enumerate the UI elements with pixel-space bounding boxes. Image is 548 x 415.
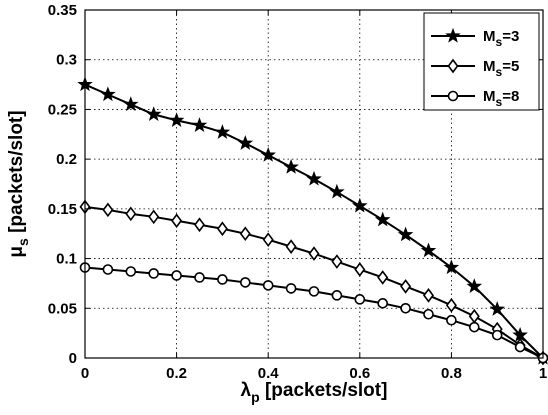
legend-marker	[447, 58, 459, 74]
data-point-ms-3	[191, 117, 208, 132]
y-tick-labels: 0 0.05 0.1 0.15 0.2 0.25 0.3 0.35	[48, 2, 77, 367]
data-point-ms-8	[240, 277, 251, 288]
data-point-ms-5	[400, 279, 412, 294]
y-tick-label: 0	[69, 350, 77, 367]
legend-box	[423, 12, 540, 111]
data-point-ms-5	[377, 270, 389, 285]
y-tick-label: 0.05	[48, 300, 77, 317]
legend-entry-ms-8: Ms=8	[431, 88, 519, 109]
data-point-ms-3	[306, 170, 322, 186]
data-point-ms-3	[329, 183, 345, 199]
data-point-ms-3	[397, 226, 414, 242]
data-point-ms-3	[100, 86, 116, 102]
data-point-ms-5	[423, 288, 434, 303]
data-point-ms-8	[148, 268, 159, 279]
x-tick-label: 0.6	[349, 365, 370, 382]
legend-marker	[447, 90, 459, 102]
data-point-ms-5	[262, 232, 274, 248]
data-point-ms-5	[308, 246, 320, 261]
data-point-ms-5	[148, 209, 160, 225]
data-point-ms-3	[420, 242, 437, 258]
data-point-ms-3	[214, 124, 231, 139]
x-tick-label: 0.4	[258, 365, 280, 382]
data-point-ms-8	[468, 321, 480, 333]
x-tick-label: 1	[539, 365, 547, 382]
data-point-ms-8	[102, 264, 114, 275]
series-ms-5	[79, 199, 548, 366]
x-tick-label: 0.2	[166, 365, 187, 382]
series-ms-8	[79, 262, 548, 364]
data-point-ms-3	[283, 158, 299, 174]
data-point-ms-5	[354, 262, 366, 277]
legend-label: Ms=8	[483, 88, 519, 109]
data-point-ms-5	[239, 226, 251, 242]
y-tick-label: 0.1	[56, 251, 77, 268]
data-point-ms-5	[171, 213, 183, 229]
y-tick-label: 0.35	[48, 2, 77, 19]
data-point-ms-3	[374, 211, 391, 227]
legend-label: Ms=3	[483, 28, 519, 49]
series-ms-3	[77, 76, 548, 365]
legend-entry-ms-3: Ms=3	[431, 27, 519, 49]
data-point-ms-3	[466, 278, 483, 294]
y-tick-label: 0.15	[48, 201, 77, 218]
data-point-ms-8	[354, 294, 366, 305]
legend: Ms=3 Ms=5 Ms=8	[423, 12, 540, 111]
x-axis-label: λp [packets/slot]	[241, 380, 388, 405]
x-tick-labels: 0 0.2 0.4 0.6 0.8 1	[81, 365, 547, 382]
legend-label: Ms=5	[483, 58, 519, 79]
data-point-ms-5	[331, 254, 343, 269]
data-point-ms-3	[489, 301, 505, 316]
data-point-ms-8	[217, 274, 228, 285]
legend-entry-ms-5: Ms=5	[431, 58, 519, 79]
series-layer	[77, 76, 548, 366]
y-axis-label: μs [packets/slot]	[6, 110, 31, 257]
legend-marker	[445, 27, 461, 43]
data-point-ms-8	[285, 283, 297, 294]
data-point-ms-3	[352, 197, 368, 213]
data-point-ms-5	[285, 239, 297, 254]
y-tick-label: 0.2	[56, 151, 77, 168]
y-tick-label: 0.25	[48, 101, 77, 118]
data-point-ms-8	[446, 314, 457, 326]
y-tick-label: 0.3	[56, 52, 77, 69]
x-tick-label: 0.8	[441, 365, 462, 382]
data-point-ms-8	[423, 308, 434, 320]
data-point-ms-3	[123, 96, 139, 112]
data-point-ms-8	[125, 266, 137, 277]
data-point-ms-8	[514, 341, 526, 353]
data-point-ms-8	[491, 329, 503, 341]
x-tick-label: 0	[81, 365, 89, 382]
data-point-ms-5	[102, 202, 114, 218]
data-point-ms-5	[216, 221, 228, 237]
data-point-ms-8	[377, 298, 389, 309]
data-point-ms-3	[443, 259, 460, 275]
data-point-ms-8	[194, 272, 205, 283]
data-point-ms-3	[237, 135, 254, 150]
data-point-ms-3	[260, 147, 276, 162]
data-point-ms-3	[145, 106, 162, 122]
data-point-ms-3	[168, 112, 185, 127]
data-point-ms-8	[262, 280, 274, 291]
plot-area-frame	[84, 9, 544, 359]
data-point-ms-8	[308, 286, 320, 297]
data-point-ms-5	[125, 206, 137, 222]
data-point-ms-8	[331, 290, 343, 301]
tick-marks	[84, 9, 544, 359]
data-point-ms-8	[400, 302, 411, 314]
data-point-ms-8	[171, 270, 182, 281]
data-point-ms-5	[445, 297, 457, 313]
data-point-ms-5	[194, 217, 205, 233]
